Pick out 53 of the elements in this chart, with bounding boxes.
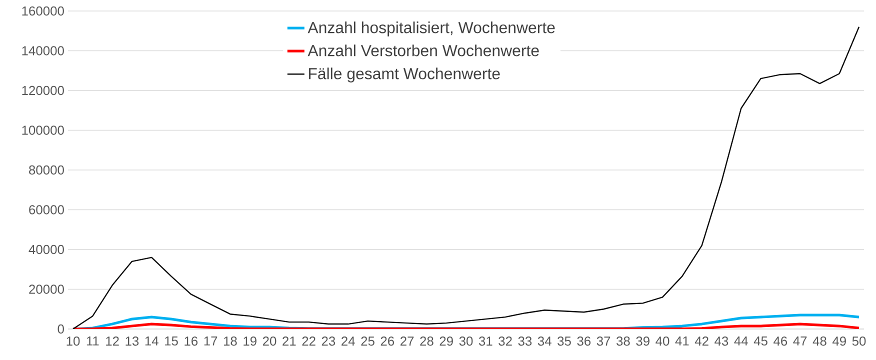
y-tick-label: 140000 [22,46,64,56]
legend-label: Fälle gesamt Wochenwerte [309,68,500,82]
x-tick-label: 15 [165,336,178,346]
x-tick-label: 14 [145,336,158,346]
x-tick-label: 41 [675,336,689,346]
x-tick-label: 23 [322,336,336,346]
legend-label: Anzahl Verstorben Wochenwerte [308,44,539,56]
x-tick-label: 46 [774,336,788,346]
x-tick-label: 43 [714,336,728,346]
x-tick-label: 16 [184,336,198,346]
x-tick-label: 29 [440,336,453,346]
x-tick-label: 17 [204,336,218,346]
x-tick-label: 38 [616,336,630,346]
x-tick-label: 22 [302,336,316,346]
x-tick-label: 13 [126,336,139,346]
x-tick-label: 20 [262,336,276,346]
y-tick-label: 160000 [22,6,64,16]
x-tick-label: 12 [106,336,119,346]
x-tick-label: 10 [66,336,80,346]
x-tick-label: 50 [852,336,866,346]
y-tick-label: 100000 [22,126,64,135]
x-tick-label: 37 [596,336,610,346]
x-tick-label: 35 [558,336,571,346]
x-tick-label: 25 [361,336,374,346]
x-tick-label: 11 [86,336,99,346]
y-tick-label: 40000 [28,244,64,254]
x-tick-label: 24 [342,336,355,346]
x-tick-label: 27 [400,336,414,346]
x-tick-label: 19 [244,336,256,346]
x-tick-label: 47 [793,336,807,346]
x-tick-label: 48 [812,336,826,346]
x-tick-label: 28 [420,336,434,346]
x-tick-label: 33 [518,336,532,346]
x-tick-label: 39 [636,336,650,346]
y-tick-label: 120000 [22,86,64,96]
x-tick-label: 18 [224,336,237,346]
x-tick-label: 30 [459,336,473,346]
legend-label: Anzahl hospitalisiert, Wochenwerte [308,22,555,36]
x-tick-label: 45 [754,336,768,346]
y-tick-label: 20000 [29,284,64,294]
y-tick-label: 60000 [29,205,64,214]
x-tick-label: 36 [577,336,591,346]
y-tick-label: 80000 [29,165,64,175]
x-tick-label: 49 [832,336,846,346]
x-tick-label: 31 [478,336,492,346]
x-tick-label: 21 [282,336,296,346]
x-tick-label: 34 [538,336,552,346]
x-tick-label: 26 [380,336,394,346]
y-tick-label: 0 [58,324,64,334]
x-tick-label: 44 [734,336,748,346]
x-tick-label: 32 [498,336,512,346]
x-tick-label: 42 [694,336,708,346]
x-tick-label: 40 [656,336,670,346]
